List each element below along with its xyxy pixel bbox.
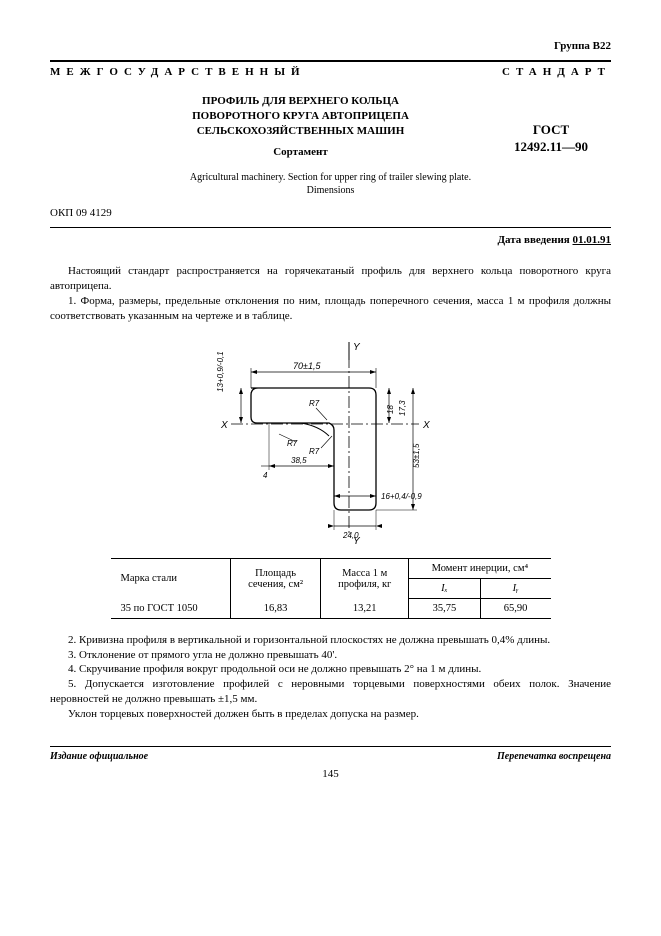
data-table: Марка стали Площадьсечения, см² Масса 1 … xyxy=(111,558,551,619)
th-area: Площадьсечения, см² xyxy=(230,558,320,598)
para-2: 2. Кривизна профиля в вертикальной и гор… xyxy=(50,633,611,648)
td-mass: 13,21 xyxy=(321,598,409,618)
para-6: Уклон торцевых поверхностей должен быть … xyxy=(50,707,611,722)
eng-line-2: Dimensions xyxy=(307,185,355,196)
para-intro: Настоящий стандарт распространяется на г… xyxy=(50,264,611,294)
title-block: ПРОФИЛЬ ДЛЯ ВЕРХНЕГО КОЛЬЦА ПОВОРОТНОГО … xyxy=(110,94,491,165)
footer-right: Перепечатка воспрещена xyxy=(497,751,611,762)
footer-left: Издание официальное xyxy=(50,751,148,762)
para-5: 5. Допускается изготовление профилей с н… xyxy=(50,677,611,707)
th-ix: Iₓ xyxy=(409,578,480,598)
dim-38: 38,5 xyxy=(291,456,307,465)
para-1: 1. Форма, размеры, предельные отклонения… xyxy=(50,294,611,324)
th-moment: Момент инерции, см⁴ xyxy=(409,558,551,578)
date-value: 01.01.91 xyxy=(573,234,612,246)
dim-70: 70±1,5 xyxy=(293,361,321,371)
page-number: 145 xyxy=(50,768,611,780)
title-line-1: ПРОФИЛЬ ДЛЯ ВЕРХНЕГО КОЛЬЦА xyxy=(110,94,491,109)
th-steel: Марка стали xyxy=(111,558,231,598)
td-steel: 35 по ГОСТ 1050 xyxy=(111,598,231,618)
axis-x-right: X xyxy=(422,420,430,431)
dim-17: 17,3 xyxy=(398,400,407,416)
dim-53: 53±1,5 xyxy=(412,443,421,468)
axis-x-left: X xyxy=(220,420,228,431)
para-3: 3. Отклонение от прямого угла не должно … xyxy=(50,648,611,663)
eng-line-1: Agricultural machinery. Section for uppe… xyxy=(190,172,471,183)
title-line-3: СЕЛЬСКОХОЗЯЙСТВЕННЫХ МАШИН xyxy=(110,124,491,139)
eng-title: Agricultural machinery. Section for uppe… xyxy=(50,171,611,197)
axis-y-bottom: Y xyxy=(353,536,361,547)
th-mass: Масса 1 мпрофиля, кг xyxy=(321,558,409,598)
dim-4: 4 xyxy=(263,471,268,480)
gost-number: 12492.11—90 xyxy=(491,139,611,156)
table-row: 35 по ГОСТ 1050 16,83 13,21 35,75 65,90 xyxy=(111,598,551,618)
th-iy: Iᵧ xyxy=(480,578,550,598)
rule-mid xyxy=(50,227,611,228)
axis-y-top: Y xyxy=(353,342,361,353)
date-label: Дата введения xyxy=(497,234,572,246)
page: Группа В22 МЕЖГОСУДАРСТВЕННЫЙ СТАНДАРТ П… xyxy=(0,0,661,936)
dim-18: 18 xyxy=(386,404,395,413)
r7-1: R7 xyxy=(309,399,320,408)
title-line-2: ПОВОРОТНОГО КРУГА АВТОПРИЦЕПА xyxy=(110,109,491,124)
technical-diagram: Y X X 70±1,5 13+0,9/-0,1 xyxy=(50,338,611,548)
td-iy: 65,90 xyxy=(480,598,550,618)
gost-block: ГОСТ 12492.11—90 xyxy=(491,122,611,156)
gost-label: ГОСТ xyxy=(491,122,611,139)
rule-top xyxy=(50,60,611,62)
dim-13: 13+0,9/-0,1 xyxy=(216,351,225,392)
header-row: ПРОФИЛЬ ДЛЯ ВЕРХНЕГО КОЛЬЦА ПОВОРОТНОГО … xyxy=(50,94,611,165)
standard-type: МЕЖГОСУДАРСТВЕННЫЙ СТАНДАРТ xyxy=(50,66,611,78)
td-area: 16,83 xyxy=(230,598,320,618)
date-line: Дата введения 01.01.91 xyxy=(50,234,611,246)
dim-16: 16+0,4/-0,9 xyxy=(381,492,422,501)
okp-code: ОКП 09 4129 xyxy=(50,207,611,219)
footer: Издание официальное Перепечатка воспреще… xyxy=(50,746,611,762)
td-ix: 35,75 xyxy=(409,598,480,618)
r7-3: R7 xyxy=(309,447,320,456)
para-4: 4. Скручивание профиля вокруг продольной… xyxy=(50,662,611,677)
subtitle: Сортамент xyxy=(110,145,491,160)
group-label: Группа В22 xyxy=(50,40,611,52)
